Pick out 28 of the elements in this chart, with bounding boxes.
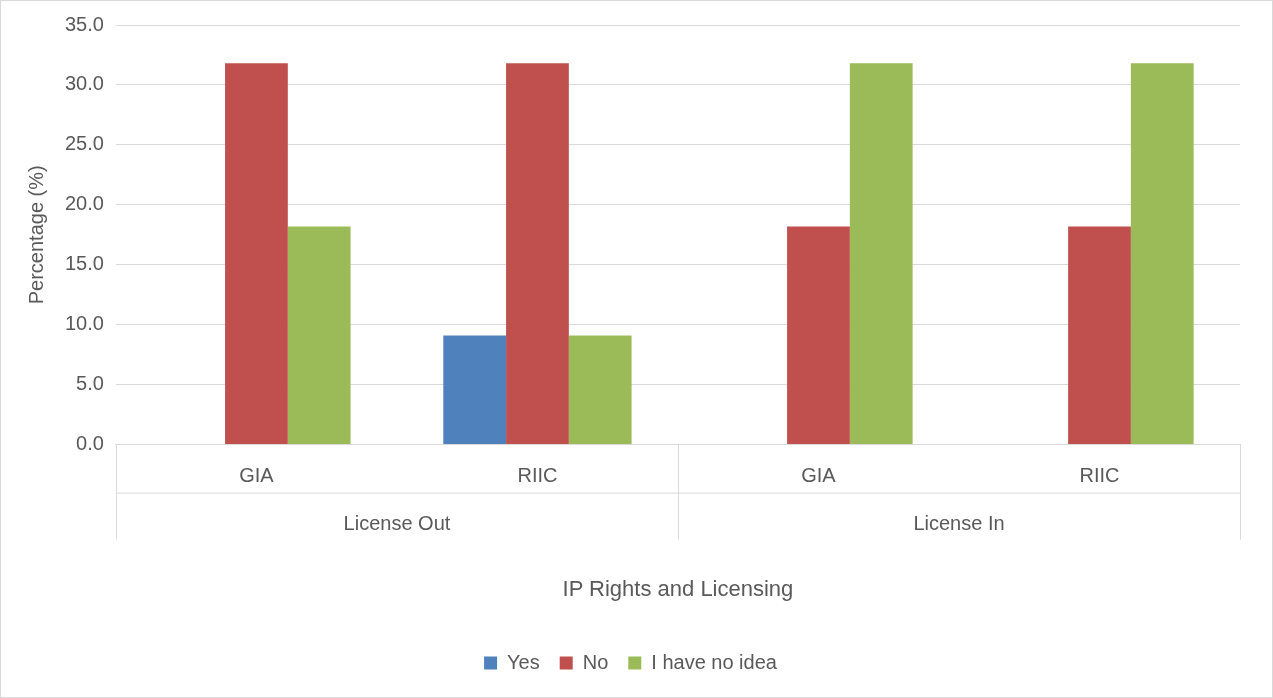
legend-label: Yes: [507, 650, 540, 673]
y-tick-label: 5.0: [76, 372, 104, 395]
bar: [1068, 226, 1131, 445]
legend-label: I have no idea: [651, 650, 778, 673]
y-tick-label: 25.0: [64, 132, 104, 155]
bar: [849, 63, 913, 445]
y-tick-label: 35.0: [64, 12, 104, 35]
bar: [443, 335, 507, 445]
text: License In: [913, 512, 1005, 535]
bar: [287, 226, 351, 445]
bar: [225, 63, 288, 445]
y-tick-label: 15.0: [64, 252, 104, 275]
x-axis-title: IP Rights and Licensing: [562, 575, 794, 601]
x-tick-label: GIA: [239, 464, 275, 487]
bar: [1130, 63, 1194, 445]
y-tick-label: 30.0: [64, 72, 104, 95]
x-tick-label: RIIC: [1079, 464, 1120, 487]
bar: [787, 226, 850, 445]
y-tick-label: 20.0: [64, 192, 104, 215]
y-axis-title: Percentage (%): [24, 165, 47, 305]
x-tick-label: GIA: [801, 464, 837, 487]
text: License Out: [343, 512, 451, 535]
legend-label: No: [582, 650, 609, 673]
x-tick-label: RIIC: [517, 464, 558, 487]
bar: [568, 335, 632, 445]
bar: [506, 63, 569, 445]
y-tick-label: 10.0: [64, 312, 104, 335]
y-tick-label: 0.0: [76, 432, 104, 455]
